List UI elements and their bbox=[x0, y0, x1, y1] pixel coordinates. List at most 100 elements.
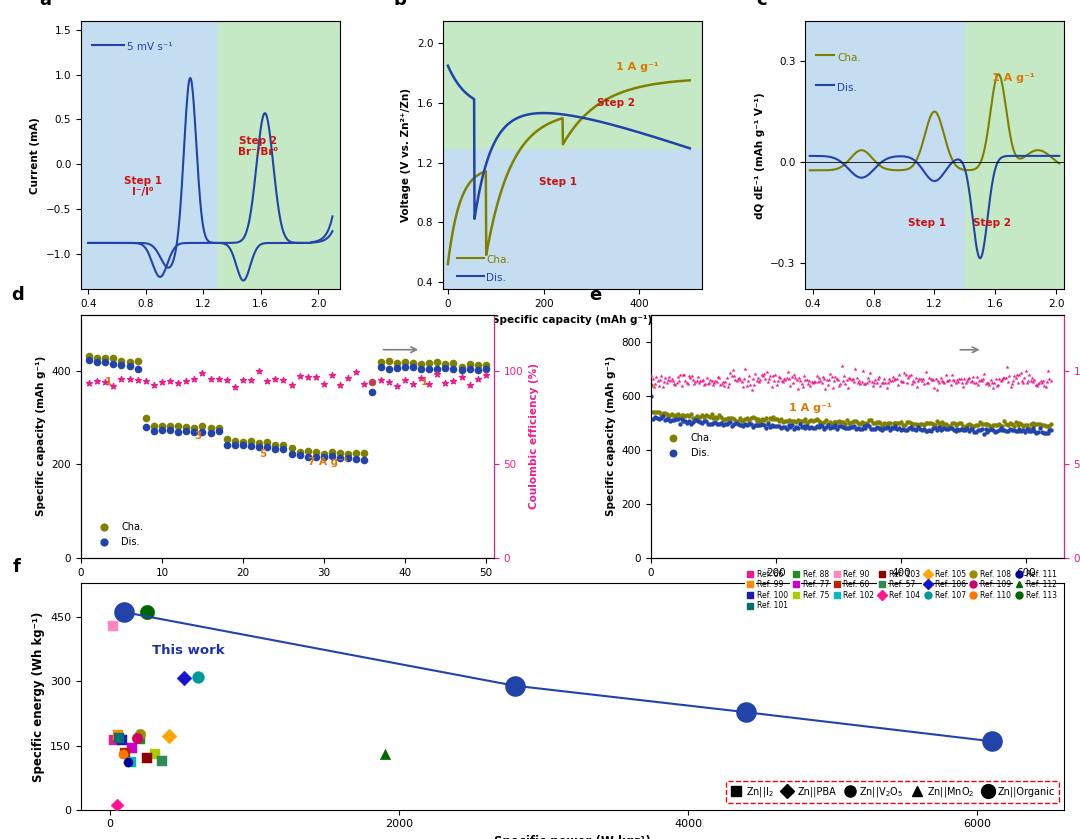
Point bbox=[815, 422, 833, 435]
Point bbox=[445, 375, 462, 388]
Point bbox=[968, 418, 985, 431]
Point bbox=[1034, 418, 1051, 431]
Point bbox=[138, 606, 156, 619]
Point bbox=[931, 376, 948, 389]
Point bbox=[445, 356, 462, 369]
Point bbox=[663, 413, 680, 426]
Point bbox=[719, 380, 737, 393]
Text: 3: 3 bbox=[194, 430, 202, 440]
Point bbox=[999, 419, 1016, 432]
Point bbox=[724, 411, 741, 425]
Point bbox=[153, 375, 171, 388]
Text: c: c bbox=[756, 0, 767, 9]
Point bbox=[878, 381, 895, 394]
Point bbox=[161, 729, 178, 743]
Point bbox=[299, 371, 316, 384]
Point bbox=[852, 377, 869, 390]
Point bbox=[714, 413, 731, 426]
Point bbox=[429, 367, 446, 381]
Point bbox=[258, 440, 275, 454]
X-axis label: Specific capacity (mAh g⁻¹): Specific capacity (mAh g⁻¹) bbox=[492, 315, 652, 325]
Point bbox=[1018, 419, 1036, 432]
Point bbox=[864, 416, 881, 430]
Point bbox=[436, 377, 454, 390]
Point bbox=[733, 419, 751, 432]
Point bbox=[793, 420, 810, 434]
Point bbox=[741, 369, 758, 383]
Point bbox=[746, 418, 764, 431]
Point bbox=[872, 379, 889, 393]
Point bbox=[903, 378, 920, 391]
Point bbox=[175, 672, 192, 685]
Point bbox=[672, 368, 689, 382]
Point bbox=[283, 447, 300, 461]
Point bbox=[894, 376, 912, 389]
Point bbox=[904, 374, 921, 388]
Point bbox=[985, 418, 1002, 431]
Point bbox=[752, 414, 769, 428]
Point bbox=[853, 422, 870, 435]
Point bbox=[735, 372, 753, 385]
Point bbox=[761, 412, 779, 425]
Point bbox=[963, 420, 981, 434]
Point bbox=[947, 424, 964, 437]
Text: 1 A g⁻¹: 1 A g⁻¹ bbox=[993, 73, 1035, 83]
Point bbox=[654, 406, 672, 420]
Point bbox=[251, 364, 268, 378]
Point bbox=[970, 424, 987, 437]
Point bbox=[710, 371, 727, 384]
Point bbox=[718, 372, 735, 385]
Point bbox=[1028, 418, 1045, 431]
Point bbox=[785, 414, 802, 428]
Point bbox=[875, 376, 892, 389]
Point bbox=[1012, 367, 1029, 380]
Point bbox=[664, 374, 681, 388]
Point bbox=[796, 369, 813, 383]
Point bbox=[792, 418, 809, 431]
Point bbox=[833, 420, 850, 433]
Point bbox=[678, 416, 696, 430]
Text: This work: This work bbox=[152, 644, 225, 657]
Point bbox=[939, 374, 956, 388]
Point bbox=[777, 420, 794, 433]
Point bbox=[808, 419, 825, 432]
Point bbox=[870, 415, 888, 429]
Point bbox=[900, 421, 917, 435]
Point bbox=[1026, 419, 1043, 432]
Point bbox=[132, 732, 149, 745]
Point bbox=[372, 373, 389, 387]
Point bbox=[688, 414, 705, 427]
Point bbox=[348, 453, 365, 466]
Point bbox=[765, 370, 782, 383]
Point bbox=[323, 446, 340, 459]
Point bbox=[909, 420, 927, 434]
Point bbox=[1009, 418, 1026, 431]
Point bbox=[461, 378, 478, 392]
X-axis label: Voltage (V vs. Zn²⁺/Zn): Voltage (V vs. Zn²⁺/Zn) bbox=[867, 315, 1001, 325]
Point bbox=[161, 375, 178, 388]
Point bbox=[909, 374, 927, 388]
Point bbox=[193, 425, 211, 439]
Point bbox=[698, 371, 715, 384]
Point bbox=[934, 415, 951, 429]
Point bbox=[877, 418, 894, 431]
Point bbox=[729, 414, 746, 428]
Point bbox=[420, 377, 437, 390]
Point bbox=[693, 416, 711, 430]
Point bbox=[116, 606, 133, 619]
Point bbox=[848, 423, 865, 436]
X-axis label: Cycle number (n): Cycle number (n) bbox=[237, 583, 338, 593]
Point bbox=[769, 374, 786, 388]
Point bbox=[970, 378, 987, 392]
Point bbox=[89, 375, 106, 388]
Point bbox=[315, 450, 333, 463]
Point bbox=[947, 376, 964, 389]
Point bbox=[888, 373, 905, 386]
Point bbox=[258, 435, 275, 449]
Point bbox=[950, 416, 968, 430]
Point bbox=[1009, 424, 1026, 437]
Point bbox=[851, 374, 868, 388]
Point bbox=[797, 421, 814, 435]
Point bbox=[380, 355, 397, 368]
Point bbox=[683, 407, 700, 420]
